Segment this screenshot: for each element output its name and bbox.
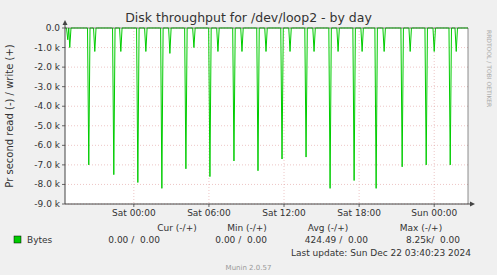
y-tick-label: -6.0 k — [34, 140, 60, 150]
chart: Disk throughput for /dev/loop2 - by day P… — [0, 0, 497, 275]
x-axis — [65, 204, 471, 205]
watermark: RRDTOOL / TOBI OETIKER — [486, 30, 493, 107]
y-tick-label: -2.0 k — [34, 62, 60, 72]
stat-header: Avg (-/+) — [308, 223, 348, 233]
y-axis-arrow — [63, 20, 68, 25]
y-grid-line — [65, 67, 468, 68]
stat-header: Max (-/+) — [400, 223, 442, 233]
y-axis — [65, 24, 66, 204]
legend-stat: 424.49 / 0.00 — [305, 235, 368, 245]
grid — [65, 28, 468, 204]
x-tick-label: Sat 12:00 — [262, 208, 306, 218]
y-tick-label: -3.0 k — [34, 82, 60, 92]
x-grid-line — [133, 28, 134, 204]
legend-stat: 8.25k/ 0.00 — [406, 235, 460, 245]
x-axis-arrow — [470, 202, 475, 207]
legend-stat: 0.00 / 0.00 — [108, 235, 160, 245]
y-tick-label: -5.0 k — [34, 121, 60, 131]
legend-label: Bytes — [27, 235, 53, 245]
data-group — [65, 28, 468, 188]
legend-swatch — [14, 236, 21, 243]
credit: Munin 2.0.57 — [226, 264, 272, 272]
y-tick-label: -7.0 k — [34, 160, 60, 170]
x-grid-line — [359, 28, 360, 204]
plot-frame-right — [468, 28, 469, 204]
x-tick-label: Sat 06:00 — [187, 208, 231, 218]
background — [0, 0, 497, 275]
y-tick-label: -9.0 k — [34, 199, 60, 209]
y-tick-label: -4.0 k — [34, 101, 60, 111]
footer: Last update: Sun Dec 22 03:40:23 2024 — [291, 248, 471, 258]
stat-header: Cur (-/+) — [157, 223, 196, 233]
y-grid-line — [65, 145, 468, 146]
y-grid-line — [65, 125, 468, 126]
y-grid-line — [65, 86, 468, 87]
title: Disk throughput for /dev/loop2 - by day — [125, 10, 372, 25]
legend-stat: 0.00 / 0.00 — [215, 235, 267, 245]
y-axis-label: Pr second read (-) / write (+) — [4, 44, 15, 187]
x-tick-label: Sat 00:00 — [112, 208, 156, 218]
y-grid-line — [65, 184, 468, 185]
y-grid-line — [65, 106, 468, 107]
x-grid-line — [434, 28, 435, 204]
y-tick-label: -1.0 k — [34, 43, 60, 53]
plot-area — [65, 28, 468, 204]
series-line — [65, 28, 468, 188]
plot-frame-top — [65, 28, 468, 29]
x-tick-label: Sun 00:00 — [411, 208, 457, 218]
stat-header: Min (-/+) — [227, 223, 267, 233]
y-grid-line — [65, 164, 468, 165]
x-grid-line — [284, 28, 285, 204]
y-tick-label: 0.0 — [46, 23, 61, 33]
y-tick-label: -8.0 k — [34, 179, 60, 189]
x-tick-label: Sat 18:00 — [337, 208, 381, 218]
